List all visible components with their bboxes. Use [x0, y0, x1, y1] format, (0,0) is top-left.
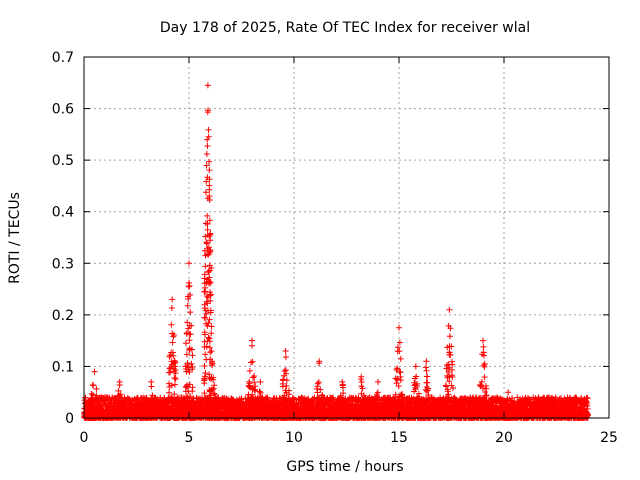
data-point [293, 396, 300, 403]
data-points [81, 82, 591, 421]
grid-lines [84, 57, 609, 418]
data-point [264, 394, 271, 401]
chart-title: Day 178 of 2025, Rate Of TEC Index for r… [160, 20, 530, 36]
data-point [290, 395, 297, 402]
